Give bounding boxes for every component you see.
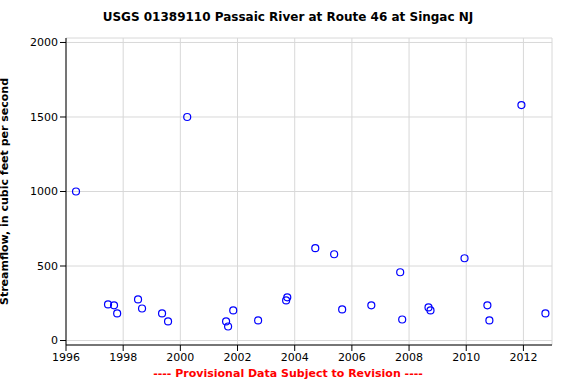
svg-text:1500: 1500 bbox=[30, 111, 58, 124]
svg-text:2012: 2012 bbox=[509, 351, 537, 364]
svg-text:0: 0 bbox=[51, 334, 58, 347]
svg-text:500: 500 bbox=[37, 260, 58, 273]
svg-text:1000: 1000 bbox=[30, 185, 58, 198]
html-text:USGS 01389110 Passaic River at: USGS 01389110 Passaic River at Route 46 … bbox=[102, 10, 474, 24]
svg-text:Streamflow, in cubic feet per: Streamflow, in cubic feet per second bbox=[8, 78, 11, 305]
svg-text:2006: 2006 bbox=[338, 351, 366, 364]
svg-text:2004: 2004 bbox=[281, 351, 309, 364]
svg-text:2002: 2002 bbox=[224, 351, 252, 364]
svg-text:2000: 2000 bbox=[30, 36, 58, 49]
svg-text:2008: 2008 bbox=[395, 351, 423, 364]
svg-text:1996: 1996 bbox=[52, 351, 80, 364]
html-text:---- Provisional Data Subject: ---- Provisional Data Subject to Revisio… bbox=[153, 367, 423, 380]
svg-text:2010: 2010 bbox=[452, 351, 480, 364]
svg-text:2000: 2000 bbox=[166, 351, 194, 364]
svg-text:1998: 1998 bbox=[109, 351, 137, 364]
